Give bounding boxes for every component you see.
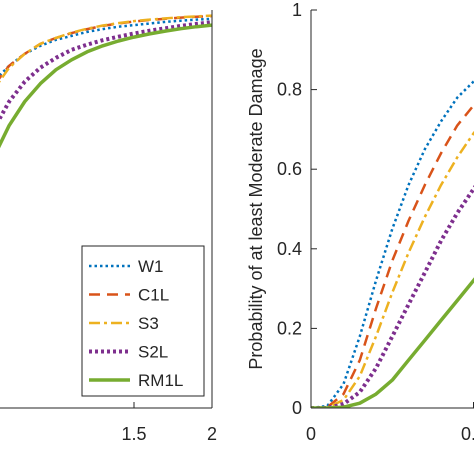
left-series-line-rm1l — [0, 23, 212, 149]
right-ticks: 0 0.5 0 0.2 0.4 0.6 0.8 1 — [277, 0, 474, 444]
legend-label-w1: W1 — [138, 257, 164, 276]
left-series-line-w1 — [0, 17, 212, 77]
right-series-line-rm1l — [311, 277, 474, 408]
right-y-tick-label: 0 — [292, 398, 302, 418]
right-x-tick-label: 0.5 — [461, 424, 474, 444]
right-y-tick-label: 0.6 — [277, 159, 302, 179]
legend-box — [81, 245, 205, 397]
right-y-tick-label: 0.8 — [277, 80, 302, 100]
legend-label-s2l: S2L — [138, 343, 168, 362]
left-x-ticks: 1.5 2 — [121, 402, 217, 444]
left-series-line-s2l — [0, 20, 212, 123]
legend: W1 C1L S3 S2L RM1L — [81, 245, 205, 397]
left-x-tick-label: 1.5 — [121, 424, 146, 444]
right-series-lines — [311, 79, 474, 408]
right-y-tick-label: 0.4 — [277, 239, 302, 259]
legend-label-rm1l: RM1L — [138, 371, 183, 390]
left-series-lines — [0, 14, 212, 149]
right-y-tick-label: 0.2 — [277, 318, 302, 338]
legend-label-s3: S3 — [138, 314, 159, 333]
right-chart: 0 0.5 0 0.2 0.4 0.6 0.8 1 Probability of at lea… — [246, 0, 474, 444]
right-series-line-c1l — [311, 103, 474, 408]
right-series-line-s3 — [311, 130, 474, 408]
right-x-tick-label: 0 — [306, 424, 316, 444]
right-series-line-w1 — [311, 79, 474, 408]
right-y-axis-label: Probability of at least Moderate Damage — [246, 48, 266, 369]
left-x-tick-label: 2 — [207, 424, 217, 444]
left-series-line-s3 — [0, 14, 212, 83]
legend-label-c1l: C1L — [138, 286, 169, 305]
right-y-tick-label: 1 — [292, 0, 302, 20]
